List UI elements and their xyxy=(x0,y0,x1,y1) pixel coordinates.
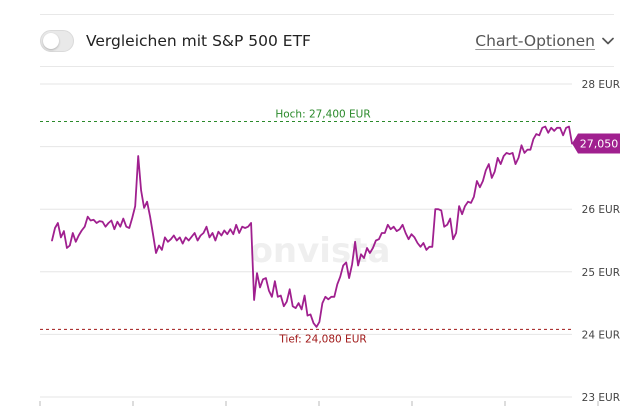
compare-label: Vergleichen mit S&P 500 ETF xyxy=(86,32,311,50)
last-price-badge xyxy=(572,133,620,154)
y-tick-label: 24 EUR xyxy=(582,329,620,341)
chart-toolbar: Vergleichen mit S&P 500 ETF Chart-Option… xyxy=(40,24,614,58)
low-label: Tief: 24,080 EUR xyxy=(278,333,366,345)
y-tick-label: 25 EUR xyxy=(582,267,620,279)
chart-options-label: Chart-Optionen xyxy=(475,32,595,50)
y-tick-label: 28 EUR xyxy=(582,79,620,91)
toggle-knob xyxy=(43,33,59,49)
price-series-line xyxy=(51,125,573,328)
y-tick-label: 23 EUR xyxy=(582,392,620,404)
toolbar-divider xyxy=(40,66,614,67)
chevron-down-icon xyxy=(602,37,614,45)
compare-toggle[interactable] xyxy=(40,30,74,52)
y-tick-label: 26 EUR xyxy=(582,204,620,216)
last-price-label: 27,050 xyxy=(580,137,619,150)
top-divider xyxy=(40,14,614,15)
high-label: Hoch: 27,400 EUR xyxy=(275,109,370,121)
chart-options-button[interactable]: Chart-Optionen xyxy=(475,32,614,50)
